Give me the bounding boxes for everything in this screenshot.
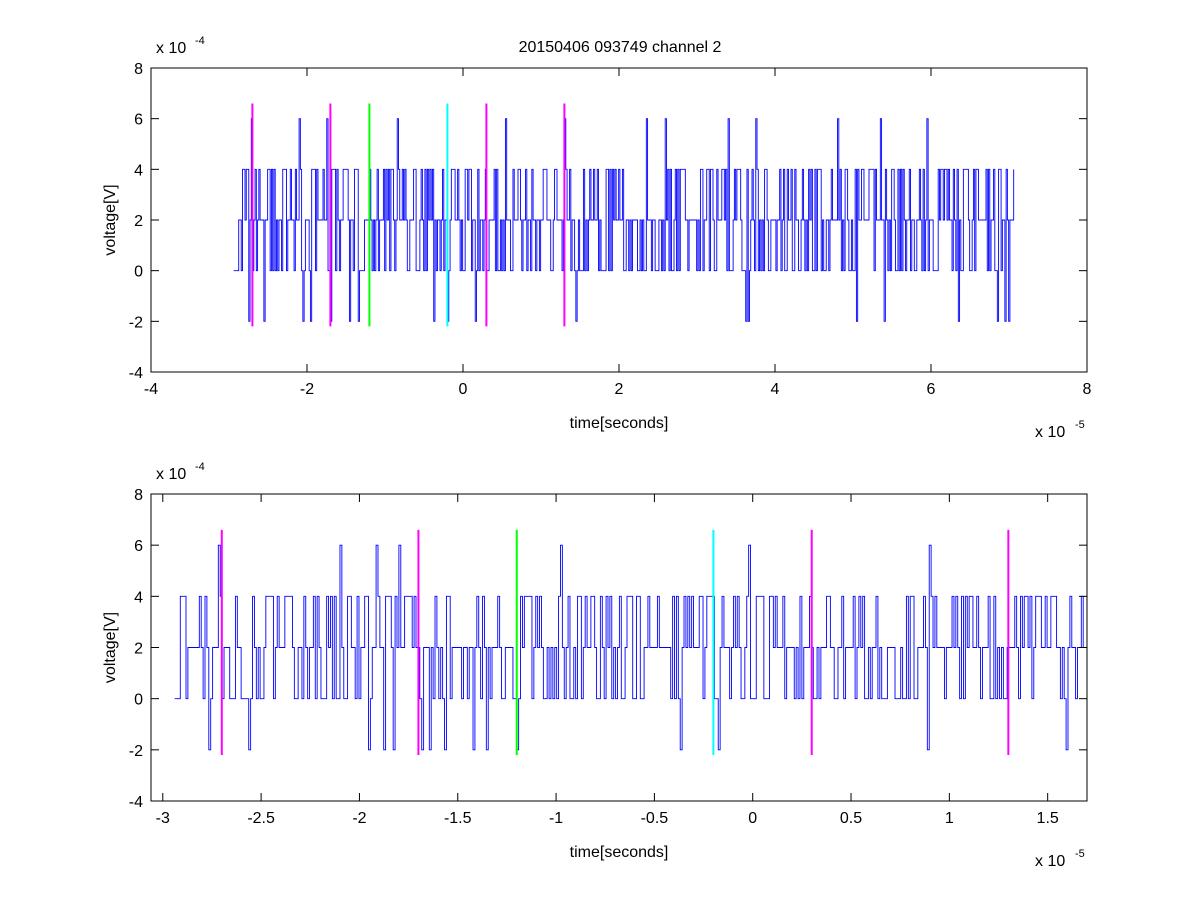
subplot-bottom-xlabel: time[seconds] <box>570 844 669 861</box>
subplot-bottom-ylabel: voltage[V] <box>102 612 119 683</box>
subplot-bottom-ticks: -3 -2.5 -2 -1.5 -1 -0.5 0 0.5 1 1.5 -4 -2 0 2 4 6 8 <box>129 487 1087 827</box>
figure-title: 20150406 093749 channel 2 <box>519 39 722 56</box>
subplot-top-markers <box>251 103 566 327</box>
subplot-top-signal-trace <box>233 118 1015 322</box>
subplot-top-x-scale-exp: -5 <box>1075 419 1085 431</box>
subplot-bottom-xtick-label: 1.5 <box>1037 810 1059 827</box>
subplot-top-xtick-label: 6 <box>927 381 936 398</box>
subplot-bottom-xtick-label: -2.5 <box>247 810 275 827</box>
subplot-bottom-xtick-label: -2 <box>352 810 366 827</box>
subplot-bottom-xtick-label: -3 <box>156 810 170 827</box>
subplot-bottom-x-scale-base: x 10 <box>1035 853 1065 870</box>
subplot-bottom-signal-trace <box>174 544 1087 751</box>
subplot-top-xtick-label: 2 <box>615 381 624 398</box>
subplot-bottom-y-scale: x 10 -4 <box>156 461 205 483</box>
subplot-top-xtick-label: 4 <box>771 381 780 398</box>
subplot-bottom-x-scale: x 10 -5 <box>1035 848 1085 870</box>
subplot-top-ytick-label: 6 <box>134 112 143 129</box>
subplot-bottom-xtick-label: -0.5 <box>641 810 669 827</box>
subplot-top-xtick-label: 0 <box>459 381 468 398</box>
subplot-top-x-scale-base: x 10 <box>1035 424 1065 441</box>
subplot-top-signal <box>233 118 1015 322</box>
subplot-top-ytick-label: 2 <box>134 213 143 230</box>
subplot-top-xlabel: time[seconds] <box>570 415 669 432</box>
subplot-bottom-y-scale-exp: -4 <box>195 461 205 473</box>
subplot-top: -4 -2 0 2 4 6 8 -4 -2 0 2 4 6 8 time[seconds] voltage… <box>102 35 1092 441</box>
subplot-bottom-xtick-label: 0 <box>748 810 757 827</box>
subplot-top-xtick-label: -2 <box>300 381 314 398</box>
subplot-top-ytick-label: -4 <box>129 365 143 382</box>
subplot-top-xtick-label: -4 <box>144 381 158 398</box>
subplot-top-y-scale-base: x 10 <box>156 40 186 57</box>
subplot-top-ytick-label: 4 <box>134 162 143 179</box>
subplot-top-y-scale: x 10 -4 <box>156 35 205 57</box>
subplot-top-xtick-label: 8 <box>1083 381 1092 398</box>
subplot-bottom-signal <box>174 544 1087 751</box>
subplot-bottom-ytick-label: 8 <box>134 487 143 504</box>
subplot-top-ytick-label: 8 <box>134 61 143 78</box>
subplot-top-ytick-label: -2 <box>129 314 143 331</box>
subplot-bottom: -3 -2.5 -2 -1.5 -1 -0.5 0 0.5 1 1.5 -4 -2 0 2 4 6 8 time… <box>102 461 1088 870</box>
subplot-bottom-y-scale-base: x 10 <box>156 466 186 483</box>
subplot-bottom-xtick-label: 0.5 <box>840 810 862 827</box>
subplot-bottom-ytick-label: -2 <box>129 743 143 760</box>
subplot-bottom-xtick-label: -1 <box>549 810 563 827</box>
subplot-bottom-xtick-label: -1.5 <box>444 810 472 827</box>
subplot-top-ytick-label: 0 <box>134 264 143 281</box>
subplot-bottom-xtick-label: 1 <box>945 810 954 827</box>
subplot-bottom-markers <box>220 529 1010 755</box>
subplot-bottom-ytick-label: 0 <box>134 692 143 709</box>
subplot-top-x-scale: x 10 -5 <box>1035 419 1085 441</box>
subplot-bottom-ytick-label: 6 <box>134 538 143 555</box>
subplot-bottom-ytick-label: 4 <box>134 589 143 606</box>
subplot-bottom-ytick-label: 2 <box>134 641 143 658</box>
subplot-top-ticks: -4 -2 0 2 4 6 8 -4 -2 0 2 4 6 8 <box>129 61 1092 398</box>
subplot-top-y-scale-exp: -4 <box>195 35 205 47</box>
subplot-top-ylabel: voltage[V] <box>102 184 119 255</box>
subplot-bottom-ytick-label: -4 <box>129 794 143 811</box>
subplot-bottom-x-scale-exp: -5 <box>1075 848 1085 860</box>
